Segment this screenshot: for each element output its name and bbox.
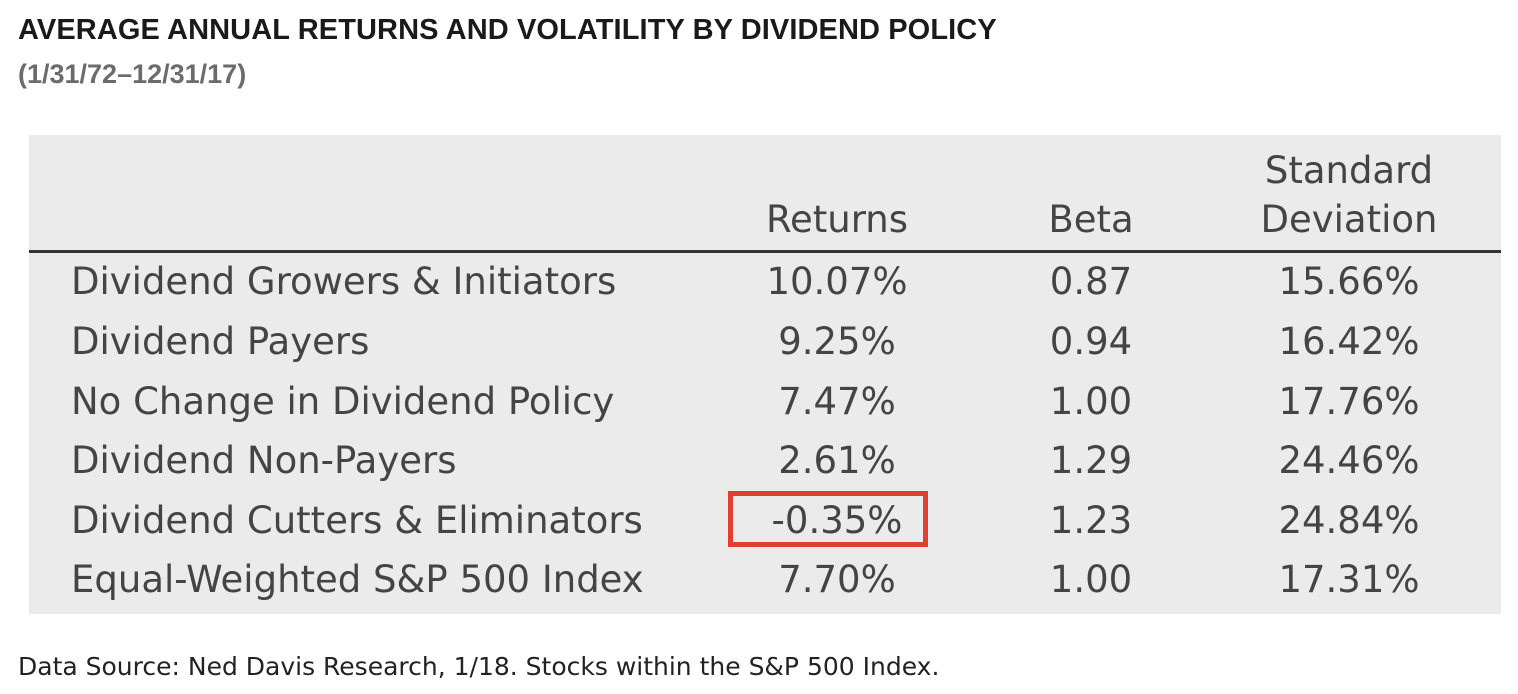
returns-value: 2.61%: [778, 439, 896, 482]
returns-value: 7.47%: [778, 380, 896, 423]
returns-value: 10.07%: [766, 260, 908, 303]
table-row: Equal-Weighted S&P 500 Index 7.70% 1.00 …: [29, 550, 1501, 610]
sd-value: 17.31%: [1278, 558, 1420, 601]
sd-value: 24.46%: [1278, 439, 1420, 482]
row-label: Equal-Weighted S&P 500 Index: [71, 558, 644, 601]
sd-value: 15.66%: [1278, 260, 1420, 303]
table-row: No Change in Dividend Policy 7.47% 1.00 …: [29, 372, 1501, 432]
table-row: Dividend Payers 9.25% 0.94 16.42%: [29, 312, 1501, 372]
header-standard-deviation-line2: Deviation: [1260, 198, 1438, 241]
beta-value: 0.94: [1049, 320, 1133, 363]
row-label: No Change in Dividend Policy: [71, 380, 615, 423]
header-standard-deviation-line1: Standard: [1264, 149, 1434, 192]
returns-value-highlighted: -0.35%: [771, 499, 903, 542]
table-panel: Returns Beta Standard Deviation Dividend…: [29, 135, 1501, 614]
row-label: Dividend Payers: [71, 320, 370, 363]
header-beta: Beta: [1048, 198, 1134, 241]
row-label: Dividend Non-Payers: [71, 439, 457, 482]
header-rule: [29, 250, 1501, 253]
row-label: Dividend Growers & Initiators: [71, 260, 617, 303]
returns-value: 7.70%: [778, 558, 896, 601]
data-source-note: Data Source: Ned Davis Research, 1/18. S…: [18, 652, 940, 681]
beta-value: 1.00: [1049, 380, 1133, 423]
table-row: Dividend Cutters & Eliminators -0.35% 1.…: [29, 491, 1501, 551]
beta-value: 1.00: [1049, 558, 1133, 601]
row-label: Dividend Cutters & Eliminators: [71, 499, 643, 542]
returns-value: 9.25%: [778, 320, 896, 363]
beta-value: 0.87: [1049, 260, 1133, 303]
chart-subtitle: (1/31/72–12/31/17): [18, 59, 247, 89]
beta-value: 1.29: [1049, 439, 1133, 482]
highlight-box: [728, 491, 928, 547]
table-row: Dividend Growers & Initiators 10.07% 0.8…: [29, 252, 1501, 312]
sd-value: 16.42%: [1278, 320, 1420, 363]
sd-value: 24.84%: [1278, 499, 1420, 542]
chart-title: AVERAGE ANNUAL RETURNS AND VOLATILITY BY…: [18, 14, 997, 46]
beta-value: 1.23: [1049, 499, 1133, 542]
table-row: Dividend Non-Payers 2.61% 1.29 24.46%: [29, 431, 1501, 491]
sd-value: 17.76%: [1278, 380, 1420, 423]
header-returns: Returns: [765, 198, 909, 241]
